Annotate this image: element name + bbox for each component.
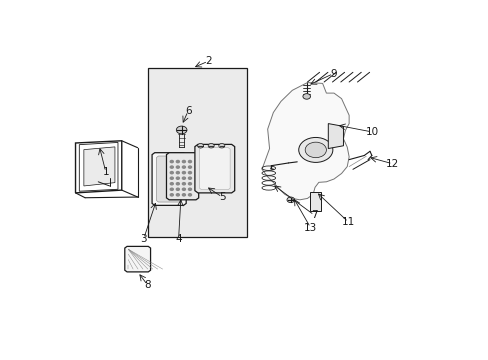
Text: 9: 9 (329, 69, 336, 79)
Text: 1: 1 (102, 167, 109, 177)
Polygon shape (327, 123, 343, 149)
Circle shape (170, 194, 173, 196)
Polygon shape (195, 144, 234, 193)
Circle shape (298, 138, 332, 162)
Polygon shape (262, 82, 348, 200)
Circle shape (170, 166, 173, 168)
Circle shape (182, 172, 185, 174)
Circle shape (182, 177, 185, 179)
Text: 12: 12 (386, 159, 399, 169)
Circle shape (188, 161, 191, 163)
Circle shape (208, 144, 214, 148)
Polygon shape (156, 156, 181, 202)
Text: 2: 2 (204, 56, 211, 66)
Text: 10: 10 (365, 127, 378, 137)
Text: 5: 5 (219, 192, 225, 202)
Circle shape (182, 188, 185, 190)
Circle shape (182, 194, 185, 196)
Circle shape (305, 142, 326, 158)
Text: 11: 11 (341, 217, 354, 227)
Circle shape (182, 166, 185, 168)
Circle shape (286, 197, 294, 203)
Circle shape (170, 177, 173, 179)
Polygon shape (152, 153, 186, 205)
Circle shape (182, 161, 185, 163)
Circle shape (170, 188, 173, 190)
Text: 4: 4 (175, 234, 182, 244)
Polygon shape (166, 153, 198, 200)
Circle shape (176, 161, 179, 163)
Circle shape (197, 144, 203, 148)
Polygon shape (199, 148, 230, 190)
Circle shape (176, 166, 179, 168)
Circle shape (188, 166, 191, 168)
Circle shape (170, 183, 173, 185)
Polygon shape (124, 246, 150, 272)
Circle shape (176, 183, 179, 185)
Circle shape (176, 188, 179, 190)
Circle shape (176, 126, 186, 134)
Text: 7: 7 (310, 210, 317, 220)
Circle shape (218, 144, 224, 148)
Circle shape (188, 183, 191, 185)
Circle shape (302, 94, 310, 99)
Circle shape (176, 177, 179, 179)
Text: 6: 6 (184, 106, 191, 116)
Text: 13: 13 (303, 222, 316, 233)
Circle shape (170, 161, 173, 163)
Bar (147, 68, 246, 237)
Text: 3: 3 (140, 234, 147, 244)
Circle shape (170, 172, 173, 174)
Circle shape (188, 172, 191, 174)
Circle shape (188, 188, 191, 190)
Text: 8: 8 (144, 280, 150, 290)
Circle shape (188, 194, 191, 196)
Circle shape (176, 172, 179, 174)
Circle shape (182, 183, 185, 185)
Polygon shape (84, 147, 115, 186)
Bar (309, 192, 321, 211)
Circle shape (188, 177, 191, 179)
Circle shape (176, 194, 179, 196)
